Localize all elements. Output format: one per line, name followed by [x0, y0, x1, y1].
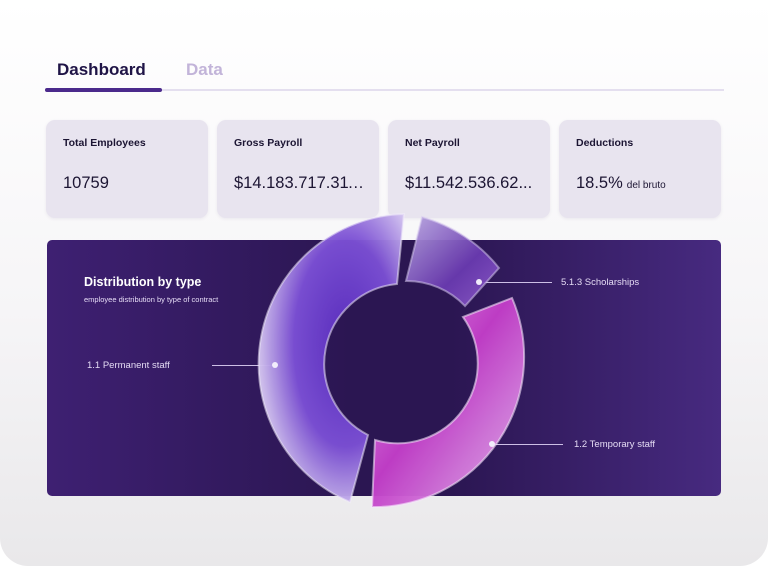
- donut-slice-permanent-staff[interactable]: [257, 212, 406, 504]
- tab-active-indicator: [45, 88, 162, 92]
- kpi-card-gross-payroll: Gross Payroll $14.183.717.311,...: [217, 120, 379, 218]
- kpi-value: 10759: [63, 174, 109, 192]
- kpi-label: Total Employees: [63, 137, 146, 149]
- kpi-label: Gross Payroll: [234, 137, 303, 149]
- kpi-label: Net Payroll: [405, 137, 460, 149]
- label-scholarships: 5.1.3 Scholarships: [561, 277, 640, 288]
- leader-temporary: [493, 444, 563, 445]
- leader-permanent: [212, 365, 274, 366]
- donut-slice-scholarships[interactable]: [404, 215, 501, 308]
- kpi-value-suffix: del bruto: [626, 180, 666, 191]
- tab-data[interactable]: Data: [186, 60, 223, 79]
- tab-track: [45, 89, 724, 91]
- kpi-card-net-payroll: Net Payroll $11.542.536.62...: [388, 120, 550, 218]
- tab-dashboard[interactable]: Dashboard: [57, 60, 146, 79]
- kpi-value: $11.542.536.62...: [405, 174, 533, 192]
- distribution-title: Distribution by type: [84, 275, 202, 289]
- label-temporary-staff: 1.2 Temporary staff: [574, 439, 655, 450]
- leader-scholarships: [480, 282, 552, 283]
- tab-bar: Dashboard Data: [45, 56, 724, 92]
- donut-slice-temporary-staff[interactable]: [370, 296, 526, 509]
- kpi-card-total-employees: Total Employees 10759: [46, 120, 208, 218]
- kpi-value: $14.183.717.311,...: [234, 174, 370, 192]
- kpi-card-deductions: Deductions 18.5% del bruto: [559, 120, 721, 218]
- kpi-value-number: 18.5%: [576, 174, 623, 192]
- label-permanent-staff: 1.1 Permanent staff: [87, 360, 170, 371]
- kpi-label: Deductions: [576, 137, 634, 149]
- kpi-value: 18.5% del bruto: [576, 174, 712, 193]
- distribution-subtitle: employee distribution by type of contrac…: [84, 295, 219, 304]
